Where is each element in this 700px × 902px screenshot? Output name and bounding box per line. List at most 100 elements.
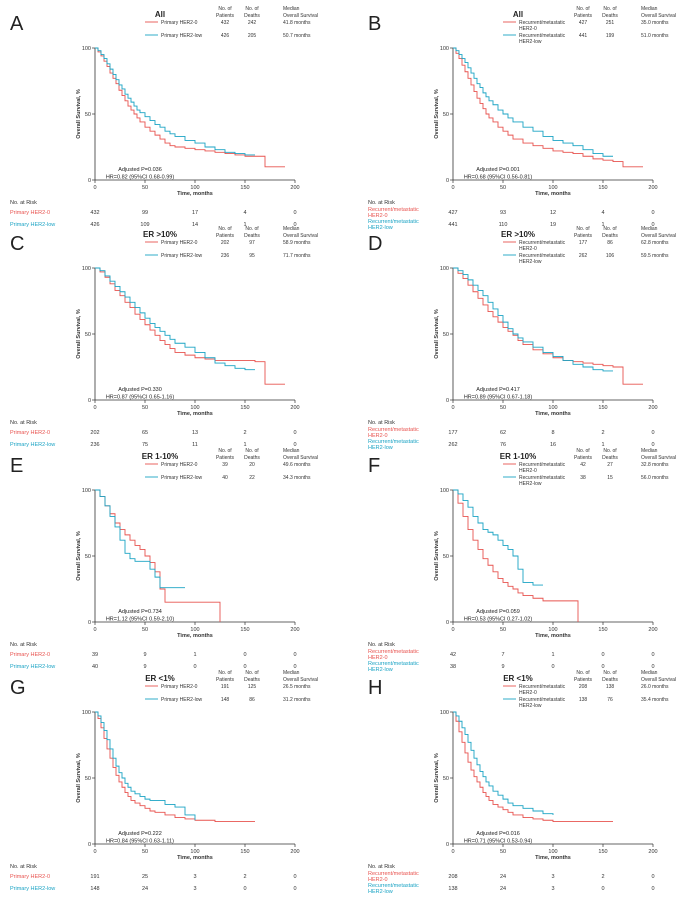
- x-tick-label: 200: [648, 405, 657, 411]
- risk-row-label: HER2-0: [368, 655, 388, 661]
- legend-deaths: 97: [249, 240, 255, 246]
- x-tick-label: 150: [598, 849, 607, 855]
- risk-count: 2: [243, 874, 246, 880]
- x-tick-label: 0: [451, 627, 454, 633]
- risk-count: 19: [550, 222, 556, 228]
- legend-label: HER2-low: [519, 259, 542, 265]
- y-tick-label: 50: [85, 776, 91, 782]
- risk-count: 25: [142, 874, 148, 880]
- legend-header: No. of: [218, 670, 232, 676]
- risk-row-label: Recurrent/metastatic: [368, 427, 419, 433]
- y-tick-label: 100: [82, 46, 91, 52]
- panel-letter: B: [368, 13, 381, 35]
- p-value: Adjusted P=0.036: [118, 167, 162, 173]
- legend-header: Overall Survival: [641, 13, 676, 19]
- legend-header: Deaths: [244, 233, 260, 239]
- panel-title: ER <1%: [145, 674, 175, 683]
- p-value: Adjusted P=0.417: [476, 387, 520, 393]
- km-curve-her2-0: [453, 711, 613, 823]
- p-value: Adjusted P=0.001: [476, 167, 520, 173]
- legend-label: Recurrent/metastatic: [519, 462, 566, 468]
- panel-letter: A: [10, 13, 24, 35]
- risk-row-label: Recurrent/metastatic: [368, 871, 419, 877]
- legend-deaths: 199: [606, 33, 615, 39]
- risk-count: 93: [500, 210, 506, 216]
- legend-patients: 38: [580, 475, 586, 481]
- risk-count: 0: [193, 664, 196, 670]
- x-axis-label: Time, months: [177, 855, 213, 861]
- legend-median: 49.6 months: [283, 462, 311, 468]
- legend-label: HER2-low: [519, 39, 542, 45]
- legend-header: Overall Survival: [283, 455, 318, 461]
- risk-count: 9: [143, 664, 146, 670]
- x-axis-label: Time, months: [535, 191, 571, 197]
- risk-row-label: HER2-0: [368, 213, 388, 219]
- risk-count: 14: [192, 222, 198, 228]
- hazard-ratio: HR=0.53 (95%CI 0.27-1.02): [464, 617, 532, 623]
- legend-median: 26.5 months: [283, 684, 311, 690]
- x-tick-label: 50: [500, 185, 506, 191]
- legend-header: Overall Survival: [283, 677, 318, 683]
- legend-header: Median: [641, 670, 658, 676]
- risk-count: 191: [90, 874, 99, 880]
- legend-header: Patients: [574, 677, 593, 683]
- risk-count: 0: [651, 222, 654, 228]
- legend-header: Patients: [216, 13, 235, 19]
- risk-count: 3: [193, 874, 196, 880]
- risk-count: 236: [90, 442, 99, 448]
- y-tick-label: 50: [443, 112, 449, 118]
- km-curve-her2-0: [453, 489, 579, 622]
- x-tick-label: 0: [93, 405, 96, 411]
- panel-title: ER 1-10%: [500, 452, 536, 461]
- legend-header: Median: [641, 6, 658, 12]
- risk-count: 109: [140, 222, 149, 228]
- km-curve-her2-low: [453, 47, 613, 157]
- hazard-ratio: HR=0.71 (95%CI 0.53-0.94): [464, 839, 532, 845]
- x-tick-label: 200: [648, 185, 657, 191]
- km-curve-her2-low: [95, 489, 185, 589]
- legend-header: Median: [283, 6, 300, 12]
- legend-patients: 426: [221, 33, 230, 39]
- y-tick-label: 100: [82, 710, 91, 716]
- x-axis-label: Time, months: [535, 855, 571, 861]
- x-tick-label: 100: [548, 185, 557, 191]
- panel-title: ER 1-10%: [142, 452, 178, 461]
- risk-count: 0: [601, 652, 604, 658]
- hazard-ratio: HR=1.12 (95%CI 0.59-2.10): [106, 617, 174, 623]
- x-tick-label: 0: [93, 849, 96, 855]
- risk-row-label: Primary HER2-low: [10, 886, 55, 892]
- legend-header: Overall Survival: [641, 233, 676, 239]
- km-curve-her2-0: [95, 267, 285, 385]
- y-axis-label: Overall Survival, %: [434, 89, 440, 139]
- y-tick-label: 50: [443, 554, 449, 560]
- y-tick-label: 50: [85, 554, 91, 560]
- panel-letter: G: [10, 677, 26, 699]
- legend-patients: 177: [579, 240, 588, 246]
- legend-header: Deaths: [602, 455, 618, 461]
- x-tick-label: 200: [648, 849, 657, 855]
- risk-count: 1: [601, 442, 604, 448]
- legend-header: No. of: [603, 448, 617, 454]
- x-axis-label: Time, months: [177, 191, 213, 197]
- panel-letter: C: [10, 233, 24, 255]
- x-tick-label: 150: [240, 405, 249, 411]
- risk-row-label: HER2-0: [368, 433, 388, 439]
- risk-count: 427: [448, 210, 457, 216]
- legend-median: 51.0 months: [641, 33, 669, 39]
- p-value: Adjusted P=0.016: [476, 831, 520, 837]
- legend-patients: 427: [579, 20, 588, 26]
- x-tick-label: 50: [500, 627, 506, 633]
- legend-header: No. of: [245, 448, 259, 454]
- legend-label: HER2-0: [519, 468, 537, 474]
- x-tick-label: 200: [648, 627, 657, 633]
- risk-count: 202: [90, 430, 99, 436]
- legend-header: No. of: [245, 6, 259, 12]
- x-tick-label: 200: [290, 185, 299, 191]
- risk-row-label: Recurrent/metastatic: [368, 219, 419, 225]
- x-tick-label: 100: [190, 849, 199, 855]
- legend-header: Median: [283, 670, 300, 676]
- risk-count: 65: [142, 430, 148, 436]
- risk-count: 1: [243, 222, 246, 228]
- hazard-ratio: HR=0.82 (95%CI 0.68-0.99): [106, 175, 174, 181]
